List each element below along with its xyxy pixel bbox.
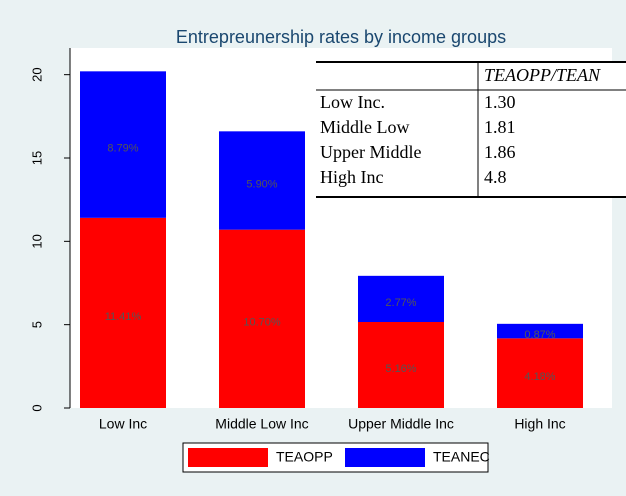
legend-swatch [188,448,268,467]
value-label: 4.18% [524,371,555,383]
legend [182,442,489,473]
table-cell: High Inc [320,167,383,187]
y-tick-label: 5 [29,321,44,328]
bar-segment [219,131,305,230]
table-cell: 1.81 [484,117,516,137]
table-cell: Low Inc. [320,92,385,112]
value-label: 8.79% [107,142,138,154]
x-tick-label: High Inc [514,416,565,432]
value-label: 5.90% [246,178,277,190]
bar-segment [358,322,444,408]
bar-segment [497,323,583,339]
table-cell: 4.8 [484,167,507,187]
value-label: 2.77% [385,297,416,309]
legend-label: TEANEC [433,449,490,465]
table-cell: 1.30 [484,92,516,112]
y-tick-label: 15 [29,151,44,165]
bar-segment [80,71,166,218]
bar-segment [358,275,444,322]
y-tick-label: 10 [29,234,44,248]
table-header: TEAOPP/TEAN [484,65,601,85]
y-tick-label: 0 [29,404,44,411]
table: TEAOPP/TEAN Low Inc. 1.30 Middle Low 1.81 Upp… [316,61,626,198]
x-tick-label: Upper Middle Inc [348,416,454,432]
table-cell: 1.86 [484,142,516,162]
y-tick-label: 20 [29,67,44,81]
value-label: 5.16% [385,363,416,375]
table-cell: Upper Middle [320,142,421,162]
chart-title: Entrepreunership rates by income groups [176,27,506,47]
x-tick-label: Low Inc [99,416,147,432]
bar-segment [219,229,305,408]
legend-swatch [345,448,425,467]
value-label: 0.87% [524,329,555,341]
table-bg [316,62,626,197]
legend-label: TEAOPP [276,449,333,465]
value-label: 11.41% [105,311,142,323]
x-tick-label: Middle Low Inc [215,416,308,432]
bar-segment [497,338,583,408]
bar-segment [80,217,166,408]
table-cell: Middle Low [320,117,410,137]
value-label: 10.70% [243,317,281,329]
